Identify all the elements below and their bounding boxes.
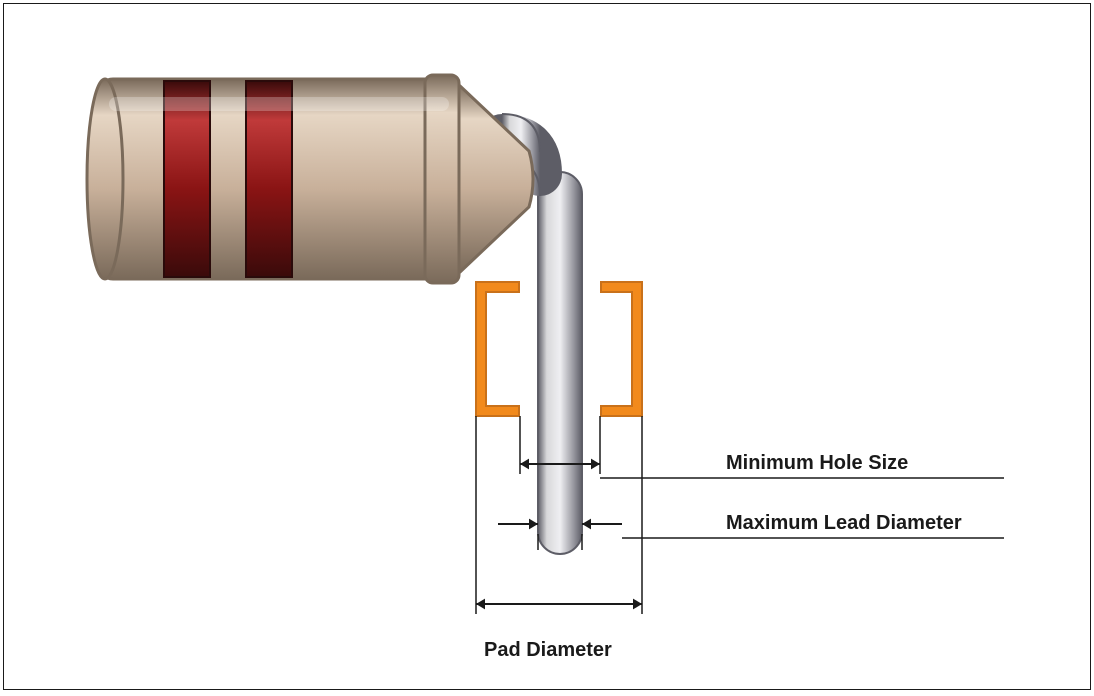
label-max-lead: Maximum Lead Diameter xyxy=(726,512,962,535)
diagram-frame: Minimum Hole Size Maximum Lead Diameter … xyxy=(3,3,1091,690)
label-min-hole: Minimum Hole Size xyxy=(726,452,908,475)
label-pad-diameter: Pad Diameter xyxy=(484,639,612,662)
diagram-svg xyxy=(4,4,1091,690)
